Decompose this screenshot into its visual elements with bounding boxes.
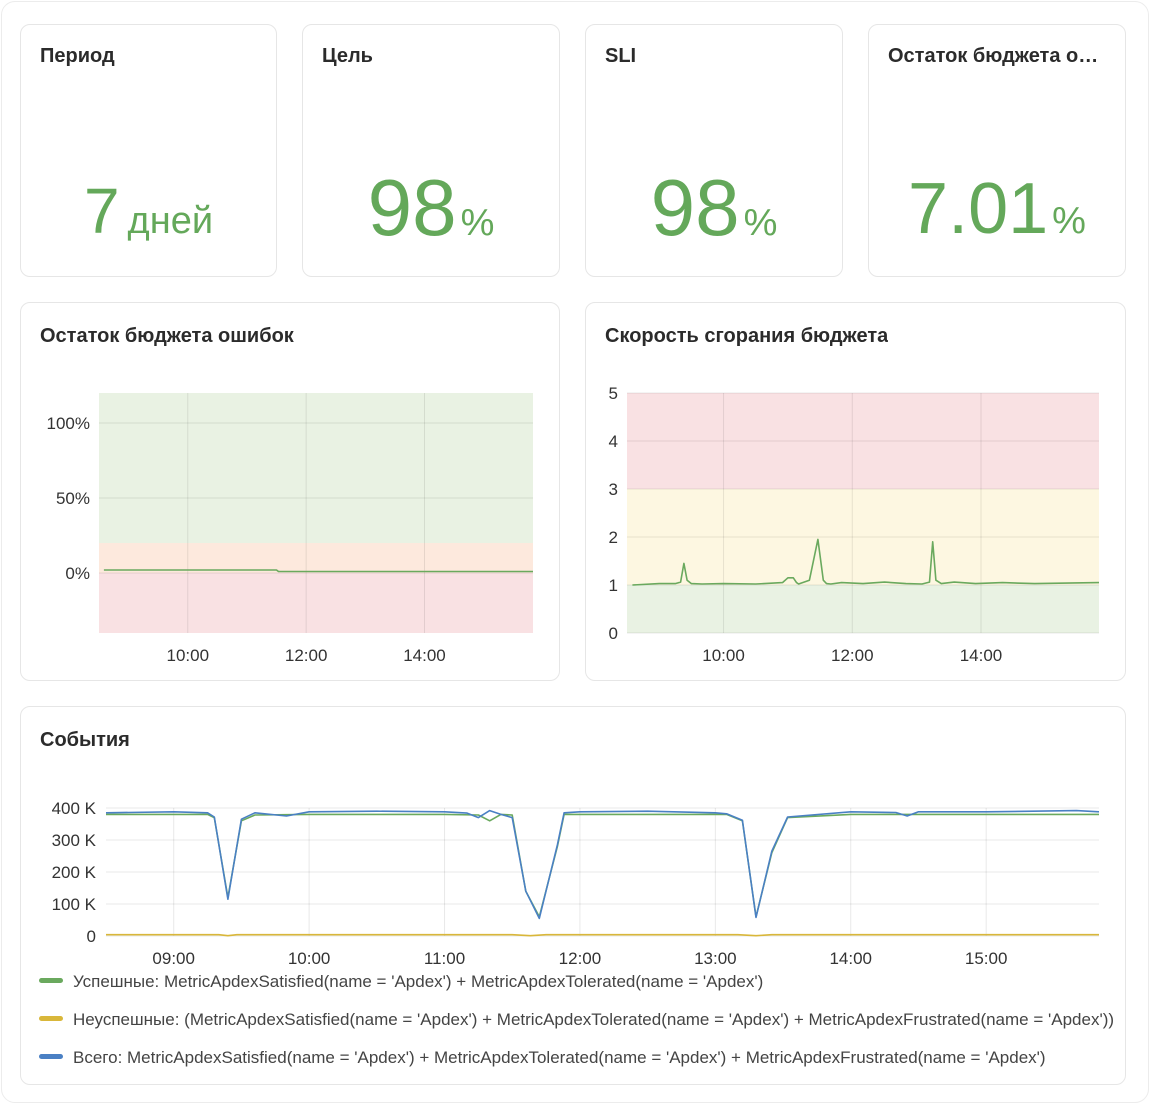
- stat-number: 98: [367, 163, 457, 252]
- x-tick-label: 14:00: [403, 646, 446, 665]
- events-chart: 400 K 300 K 200 K 100 K 0 09:00 10:00 11:00 12:0…: [52, 799, 1100, 968]
- series-line: [632, 538, 1100, 586]
- legend-item-failed[interactable]: Неуспешные: (MetricApdexSatisfied(name =…: [39, 1010, 1114, 1030]
- x-tick-label: 14:00: [829, 949, 872, 968]
- x-tick-label: 09:00: [152, 949, 195, 968]
- panel-title: Цель: [322, 45, 373, 67]
- threshold-band: [99, 393, 533, 543]
- series-line: [106, 933, 1099, 937]
- legend-swatch: [39, 978, 63, 984]
- stat-unit: %: [460, 202, 495, 244]
- panel-title: Период: [40, 45, 115, 67]
- y-tick-label: 5: [609, 384, 618, 403]
- stat-unit: %: [1052, 200, 1086, 242]
- stat-value: 98%: [586, 168, 842, 248]
- threshold-band: [99, 573, 533, 633]
- series-line: [106, 813, 1099, 918]
- series-line: [103, 569, 533, 573]
- legend-label: Успешные: MetricApdexSatisfied(name = 'A…: [73, 972, 764, 991]
- threshold-band: [627, 489, 1099, 585]
- x-tick-label: 10:00: [288, 949, 331, 968]
- legend-label: Всего: MetricApdexSatisfied(name = 'Apde…: [73, 1048, 1046, 1067]
- stat-unit: %: [743, 202, 778, 244]
- threshold-band: [99, 543, 533, 573]
- stat-value: 7.01%: [869, 173, 1125, 245]
- y-tick-label: 0: [87, 927, 96, 946]
- y-tick-label: 300 K: [52, 831, 97, 850]
- stat-number: 98: [650, 163, 740, 252]
- x-tick-label: 13:00: [694, 949, 737, 968]
- y-tick-label: 100%: [47, 414, 90, 433]
- x-tick-label: 15:00: [965, 949, 1008, 968]
- events-chart-panel: События 400 K 300 K 200 K 100 K 0 09:00 10:00 1…: [20, 706, 1126, 1085]
- y-tick-label: 0: [609, 624, 618, 643]
- panel-title: SLI: [605, 45, 637, 67]
- x-tick-label: 12:00: [559, 949, 602, 968]
- x-tick-label: 11:00: [424, 949, 465, 968]
- y-tick-label: 3: [609, 480, 618, 499]
- stat-value: 98%: [303, 168, 559, 248]
- y-tick-label: 400 K: [52, 799, 97, 818]
- legend-swatch: [39, 1016, 63, 1022]
- threshold-band: [627, 393, 1099, 489]
- legend-swatch: [39, 1054, 63, 1060]
- x-tick-label: 12:00: [831, 646, 874, 665]
- stat-number: 7.01: [908, 169, 1049, 249]
- stat-panel-goal: Цель 98%: [302, 24, 560, 277]
- y-tick-label: 200 K: [52, 863, 97, 882]
- burn-rate-chart: 5 4 3 2 1 0 10:00 12:00 14:00: [609, 384, 1100, 665]
- stat-panel-period: Период 7 дней: [20, 24, 277, 277]
- series-line: [105, 809, 1100, 920]
- x-tick-label: 14:00: [960, 646, 1003, 665]
- panel-title: Остаток бюджета ошибок: [888, 45, 1103, 67]
- stat-panel-budget-remaining: Остаток бюджета ошибок 7.01%: [868, 24, 1126, 277]
- burn-rate-chart-panel: Скорость сгорания бюджета 5 4 3 2 1 0 10:00 12:…: [585, 302, 1126, 681]
- x-tick-label: 10:00: [166, 646, 209, 665]
- stat-value: 7 дней: [21, 179, 276, 243]
- y-tick-label: 50%: [56, 489, 90, 508]
- y-tick-label: 100 K: [52, 895, 97, 914]
- budget-chart: 100% 50% 0% 10:00 12:00 14:00: [47, 393, 533, 665]
- budget-chart-panel: Остаток бюджета ошибок 100% 50% 0% 10:00 12:…: [20, 302, 560, 681]
- x-tick-label: 10:00: [702, 646, 745, 665]
- y-tick-label: 1: [609, 576, 618, 595]
- y-tick-label: 0%: [65, 564, 90, 583]
- legend-item-total[interactable]: Всего: MetricApdexSatisfied(name = 'Apde…: [39, 1048, 1114, 1068]
- x-tick-label: 12:00: [285, 646, 328, 665]
- y-tick-label: 2: [609, 528, 618, 547]
- y-tick-label: 4: [609, 432, 618, 451]
- stat-panel-sli: SLI 98%: [585, 24, 843, 277]
- legend-label: Неуспешные: (MetricApdexSatisfied(name =…: [73, 1010, 1114, 1029]
- stat-unit: дней: [127, 200, 214, 242]
- legend-item-success[interactable]: Успешные: MetricApdexSatisfied(name = 'A…: [39, 972, 1114, 992]
- threshold-band: [627, 585, 1099, 633]
- stat-number: 7: [83, 175, 120, 247]
